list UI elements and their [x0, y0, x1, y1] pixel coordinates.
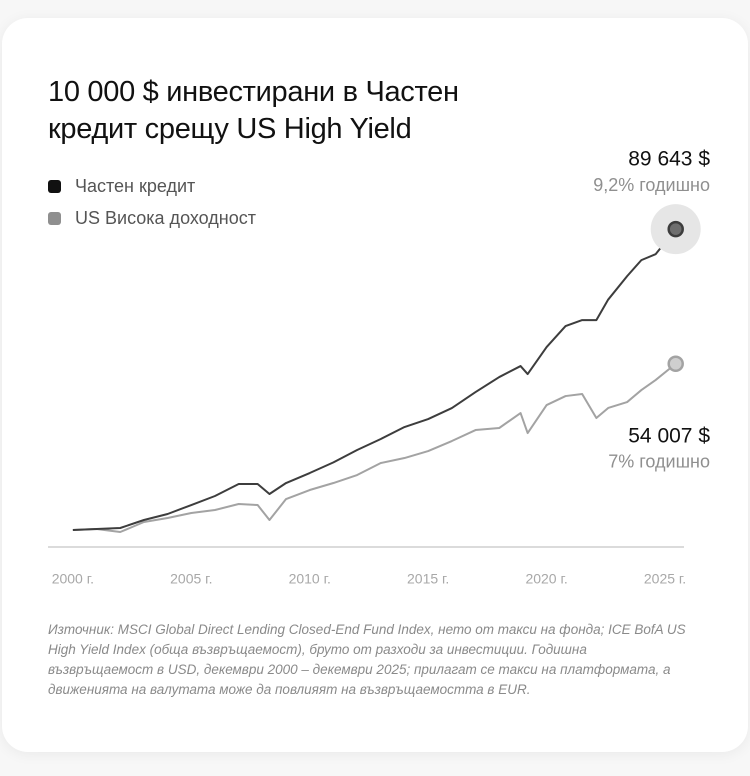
x-tick-label: 2010 г.: [289, 571, 331, 587]
end-point: [667, 220, 684, 238]
x-tick-label: 2015 г.: [407, 571, 449, 587]
card: [2, 18, 748, 752]
series-line: [72, 362, 677, 533]
legend-item: US Висока доходност: [48, 208, 256, 229]
x-tick-label: 2005 г.: [170, 571, 212, 587]
x-tick-label: 2000 г.: [52, 571, 94, 587]
legend-label: Частен кредит: [75, 176, 196, 196]
end-value-label: 89 643 $: [628, 148, 710, 171]
source-note: Източник: MSCI Global Direct Lending Clo…: [48, 622, 686, 697]
end-value-label: 54 007 $: [628, 424, 710, 447]
legend-label: US Висока доходност: [75, 208, 256, 228]
series-line: [72, 228, 677, 531]
x-tick-label: 2020 г.: [525, 571, 567, 587]
legend-swatch: [48, 212, 61, 225]
x-tick-label: 2025 г.: [644, 571, 686, 587]
end-point: [667, 355, 684, 373]
chart-title: 10 000 $ инвестирани в Частен кредит сре…: [48, 76, 459, 145]
legend-item: Частен кредит: [48, 176, 195, 197]
legend-swatch: [48, 180, 61, 193]
end-note: 7% годишно: [608, 452, 710, 472]
end-note: 9,2% годишно: [593, 175, 710, 195]
